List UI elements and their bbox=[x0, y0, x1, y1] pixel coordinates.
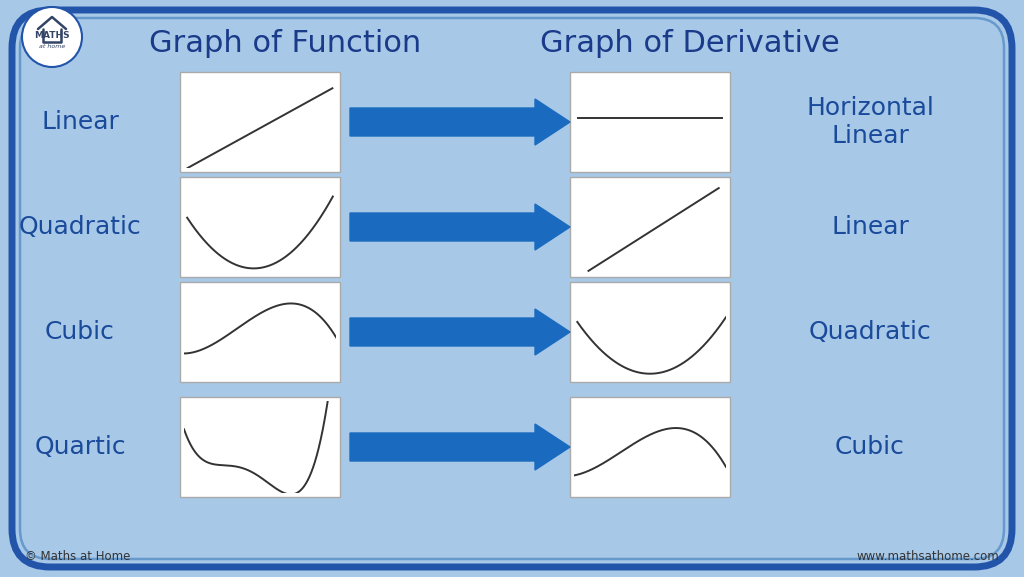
Bar bbox=[180, 397, 340, 497]
Text: Quadratic: Quadratic bbox=[809, 320, 932, 344]
Text: Horizontal
Linear: Horizontal Linear bbox=[806, 96, 934, 148]
Bar bbox=[180, 282, 340, 382]
Text: Quadratic: Quadratic bbox=[18, 215, 141, 239]
Text: Graph of Derivative: Graph of Derivative bbox=[540, 29, 840, 58]
Bar bbox=[570, 177, 730, 277]
Bar bbox=[570, 397, 730, 497]
Text: Linear: Linear bbox=[41, 110, 119, 134]
Polygon shape bbox=[350, 309, 570, 355]
FancyBboxPatch shape bbox=[12, 10, 1012, 567]
Text: Graph of Function: Graph of Function bbox=[148, 29, 421, 58]
Text: Quartic: Quartic bbox=[34, 435, 126, 459]
Polygon shape bbox=[350, 99, 570, 145]
Polygon shape bbox=[350, 204, 570, 250]
Polygon shape bbox=[350, 424, 570, 470]
Text: MATHS: MATHS bbox=[34, 31, 70, 39]
Text: at home: at home bbox=[39, 44, 66, 50]
Text: www.mathsathome.com: www.mathsathome.com bbox=[856, 550, 999, 563]
Bar bbox=[570, 282, 730, 382]
Text: Linear: Linear bbox=[831, 215, 909, 239]
Text: Cubic: Cubic bbox=[45, 320, 115, 344]
Circle shape bbox=[22, 7, 82, 67]
Text: © Maths at Home: © Maths at Home bbox=[25, 550, 130, 563]
Bar bbox=[180, 72, 340, 172]
Bar bbox=[180, 177, 340, 277]
Text: Cubic: Cubic bbox=[835, 435, 905, 459]
Bar bbox=[570, 72, 730, 172]
